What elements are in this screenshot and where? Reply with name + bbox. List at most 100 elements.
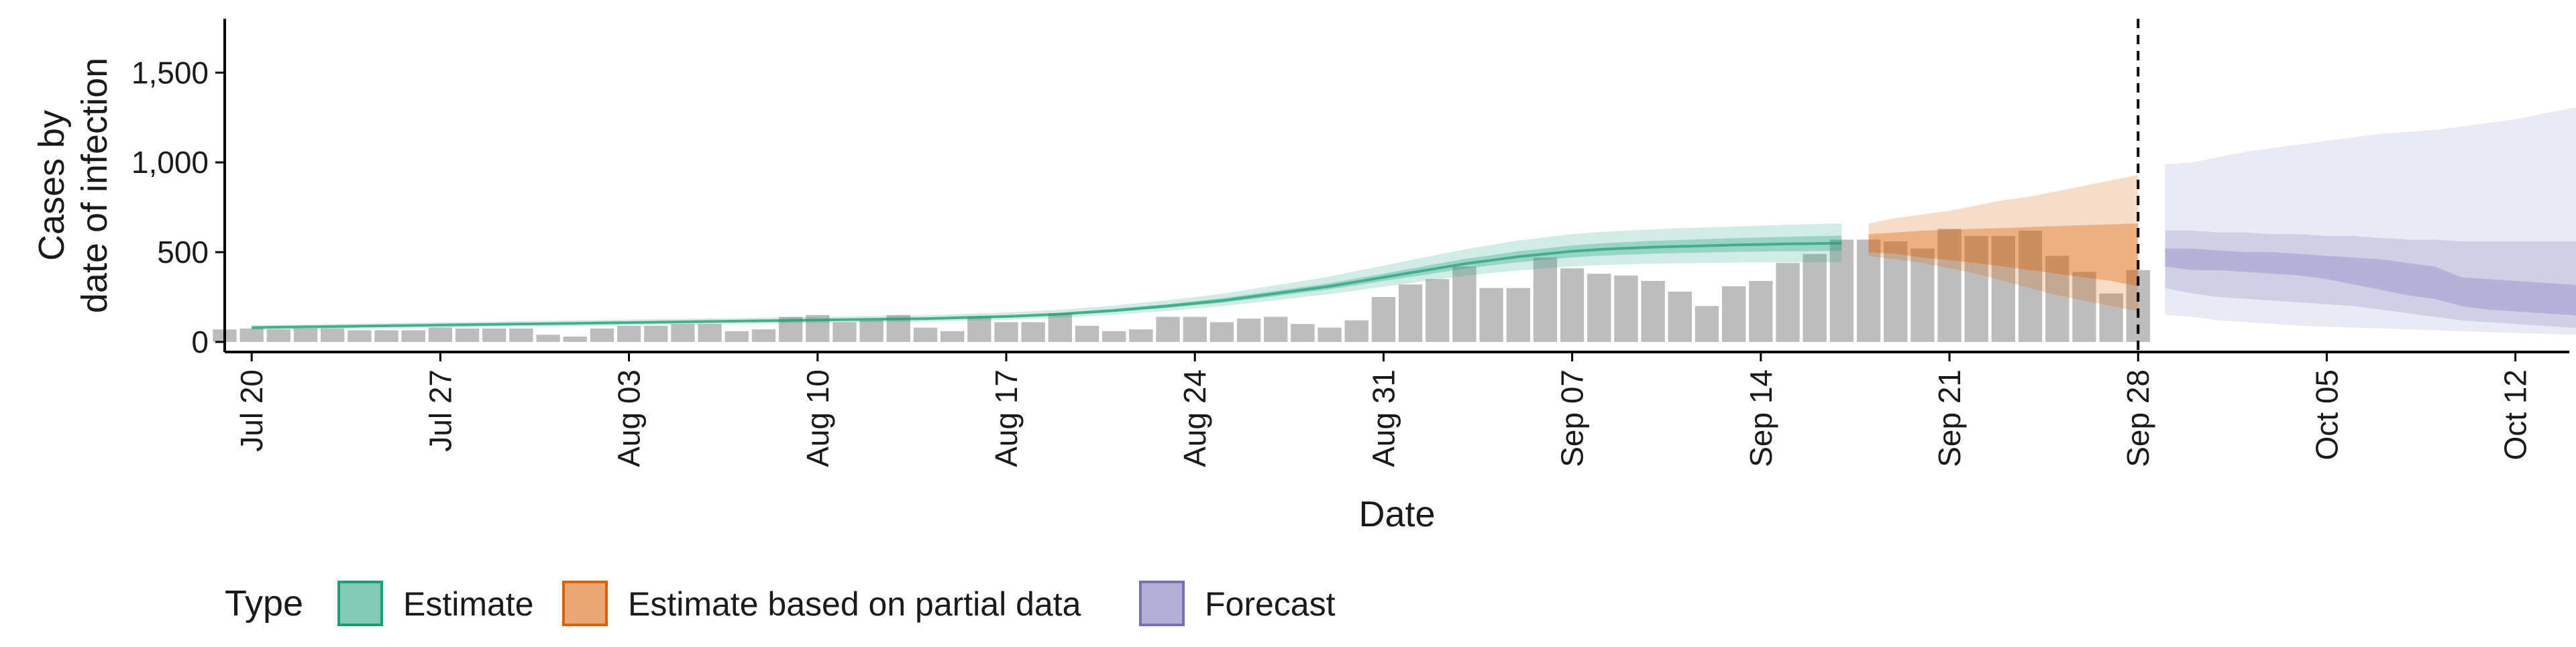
case-bar — [1102, 331, 1126, 342]
case-bar — [321, 328, 345, 342]
case-bar — [1210, 322, 1234, 342]
case-bar — [1183, 316, 1207, 342]
legend-key-2 — [562, 581, 608, 626]
x-axis-title: Date — [1358, 494, 1435, 534]
case-bar — [913, 327, 938, 342]
case-bar — [1264, 316, 1288, 342]
case-bar — [724, 331, 749, 342]
x-tick-label: Aug 17 — [989, 369, 1024, 467]
estimate-median-line — [252, 241, 1842, 329]
legend-label: Forecast — [1205, 585, 1336, 623]
y-axis-title: Cases bydate of infection — [32, 58, 115, 313]
x-tick-label: Oct 05 — [2309, 369, 2344, 461]
estimate-outer-band — [252, 223, 1842, 330]
x-tick-label: Aug 31 — [1366, 369, 1401, 467]
case-bar — [2045, 255, 2070, 342]
case-bar — [1075, 325, 1099, 342]
case-bar — [482, 328, 506, 342]
case-bar — [1964, 236, 1988, 342]
forecast-wide-band — [2165, 107, 2576, 335]
x-tick-label: Oct 12 — [2498, 369, 2533, 461]
case-bar — [2018, 230, 2043, 342]
case-bar — [859, 320, 883, 342]
case-bar — [1318, 327, 1342, 342]
case-bar — [536, 335, 560, 342]
case-bar — [1291, 324, 1315, 342]
case-bar — [1749, 280, 1773, 342]
case-bar — [1937, 229, 1962, 342]
case-bar — [833, 322, 857, 342]
estimate-inner-band — [252, 235, 1842, 329]
x-tick-label: Aug 10 — [800, 369, 835, 467]
bars-layer — [213, 229, 2150, 342]
case-bar — [1803, 253, 1827, 342]
case-bar — [1829, 239, 1854, 342]
case-bar — [1021, 322, 1045, 342]
case-bar — [1641, 280, 1665, 342]
case-bar — [994, 322, 1018, 342]
y-tick-label: 0 — [191, 325, 209, 359]
case-bar — [590, 328, 614, 342]
case-bar — [1452, 266, 1477, 342]
x-tick-label: Aug 03 — [612, 369, 647, 467]
case-bar — [698, 324, 722, 342]
case-bar — [1506, 288, 1530, 342]
case-bar — [1668, 292, 1692, 342]
x-tick-label: Aug 24 — [1177, 369, 1212, 467]
case-bar — [563, 336, 587, 342]
case-bar — [1614, 275, 1638, 342]
legend-key-1 — [337, 581, 383, 626]
x-tick-label: Jul 20 — [234, 369, 269, 452]
case-bar — [1991, 236, 2016, 342]
case-bar — [644, 325, 668, 342]
bands-layer — [252, 19, 2576, 352]
case-bar — [1236, 318, 1261, 342]
forecast-outer-band — [2165, 231, 2576, 329]
y-tick-label: 1,000 — [131, 145, 209, 180]
legend-label: Estimate based on partial data — [628, 585, 1081, 623]
case-bar — [1695, 306, 1719, 342]
x-tick-label: Jul 27 — [423, 369, 458, 452]
case-bar — [2072, 272, 2096, 342]
partial-inner-band — [1868, 223, 2139, 286]
case-bar — [374, 330, 398, 342]
x-tick-label: Sep 07 — [1555, 369, 1590, 467]
case-bar — [1048, 313, 1073, 342]
x-tick-label: Sep 21 — [1932, 369, 1967, 467]
case-bar — [751, 329, 776, 342]
case-bar — [967, 316, 991, 342]
legend: Type Estimate Estimate based on partial da… — [225, 581, 1336, 626]
case-bar — [616, 325, 641, 342]
case-bar — [2099, 293, 2123, 342]
case-bar — [1398, 284, 1423, 342]
x-tick-label: Sep 28 — [2121, 369, 2155, 467]
case-bar — [455, 328, 480, 342]
case-bar — [1856, 239, 1881, 342]
case-bar — [1371, 297, 1396, 342]
y-axis-title-line: date of infection — [74, 58, 115, 313]
case-bar — [1479, 288, 1503, 342]
forecast-inner-band — [2165, 248, 2576, 316]
legend-label: Estimate — [403, 585, 534, 623]
case-bar — [1533, 257, 1558, 342]
case-bar — [1721, 286, 1746, 342]
legend-title: Type — [225, 583, 303, 624]
case-bar — [509, 328, 533, 342]
case-bar — [1156, 316, 1180, 342]
case-bar — [266, 329, 291, 342]
case-bar — [1884, 241, 1908, 342]
case-bar — [428, 327, 453, 342]
case-bar — [1560, 268, 1585, 342]
case-bar — [1776, 263, 1800, 342]
y-tick-label: 500 — [157, 235, 209, 270]
y-tick-label: 1,500 — [131, 55, 209, 90]
y-axis-title-line: Cases by — [32, 110, 72, 261]
case-bar — [671, 324, 695, 342]
case-bar — [293, 328, 318, 342]
case-bar — [1344, 320, 1368, 342]
case-bar — [239, 328, 264, 342]
case-bar — [1426, 279, 1450, 342]
axes-layer: 0 500 1,000 1,500 Jul 20 Jul 27 Aug 03 Aug 10 Au… — [32, 19, 2569, 534]
